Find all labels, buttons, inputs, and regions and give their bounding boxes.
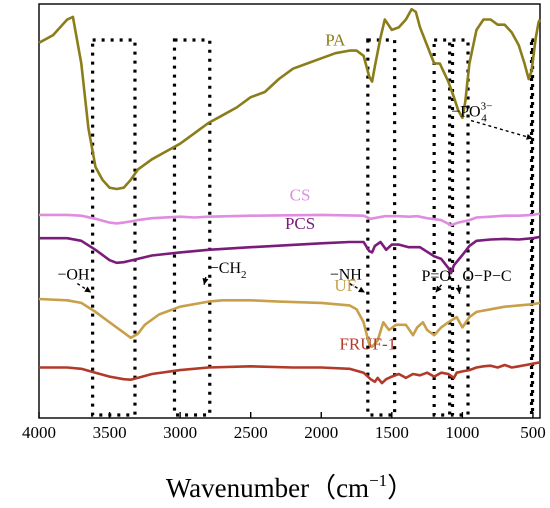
- series-label-pa: PA: [325, 30, 346, 49]
- x-tick-label-2500: 2500: [234, 423, 268, 442]
- series-label-pcs: PCS: [285, 214, 315, 233]
- annotation-4: O−P−C: [462, 268, 511, 285]
- annotation-arrowhead-1: [202, 277, 209, 285]
- x-axis-label: Wavenumber（cm−1）: [166, 471, 414, 503]
- x-tick-label-3000: 3000: [163, 423, 197, 442]
- x-tick-label-4000: 4000: [22, 423, 56, 442]
- series-line-fruf-1: [39, 361, 541, 385]
- annotation-0: −OH: [57, 267, 90, 284]
- series-label-uf: UF: [334, 276, 356, 295]
- annotation-arrowhead-0: [84, 286, 92, 293]
- annotation-3: P=O: [421, 268, 450, 285]
- dashed-box-2: [366, 38, 397, 417]
- dashed-region-boxes: [91, 38, 535, 417]
- dashed-box-0: [91, 38, 137, 417]
- x-axis-ticks: 4000 3500 3000 2500 2000 1500 1000 500: [22, 412, 546, 442]
- dashed-box-3: [432, 38, 452, 417]
- x-tick-label-1500: 1500: [375, 423, 409, 442]
- series-line-cs: [39, 212, 541, 227]
- annotation-arrowhead-5: [526, 133, 533, 140]
- series-line-uf: [38, 297, 541, 349]
- annotation-arrowhead-4: [455, 287, 462, 294]
- annotation-arrowhead-2: [358, 286, 366, 293]
- dashed-box-1: [172, 38, 212, 417]
- dashed-box-5: [529, 38, 535, 417]
- annotation-1: −CH2: [210, 260, 247, 281]
- annotation-2: −NH: [330, 267, 363, 284]
- x-tick-label-500: 500: [520, 423, 546, 442]
- series-line-pcs: [39, 235, 541, 275]
- annotation-arrowhead-3: [435, 285, 442, 293]
- series-label-cs: CS: [290, 186, 311, 205]
- x-tick-label-2000: 2000: [304, 423, 338, 442]
- annotations: −OH −CH2 −NH P=O O−P−C −PO3− 4: [57, 101, 534, 294]
- annotation-5: −PO3− 4: [451, 101, 492, 125]
- x-tick-label-1000: 1000: [445, 423, 479, 442]
- series-label-fruf-1: FRUF-1: [339, 334, 396, 353]
- series-labels: PA CS PCS UF FRUF-1: [285, 30, 396, 353]
- annotation-arrow-5: [470, 119, 534, 140]
- spectra-series: [38, 7, 542, 385]
- series-line-pa: [38, 7, 542, 191]
- plot-frame: [38, 3, 541, 419]
- x-tick-label-3500: 3500: [93, 423, 127, 442]
- x-axis-label-close: ）: [387, 473, 414, 503]
- x-axis-label-exponent: −1: [369, 471, 387, 490]
- dashed-box-4: [450, 38, 470, 417]
